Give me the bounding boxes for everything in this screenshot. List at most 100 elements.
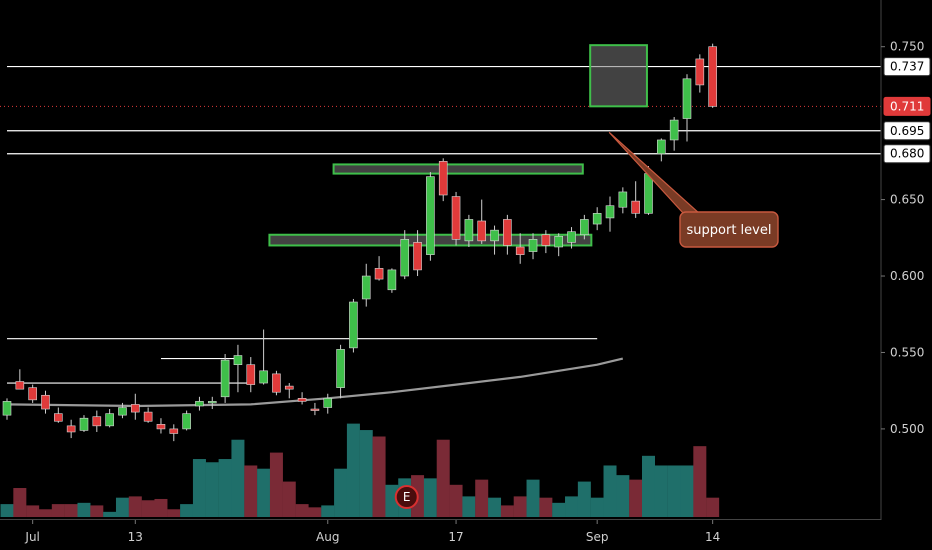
candle-body [567,231,576,243]
volume-bar [13,488,27,517]
candle-body [349,301,358,349]
candle-body [272,373,281,393]
volume-bar [334,468,348,517]
volume-bar [269,452,283,517]
volume-bar [372,436,386,517]
volume-bar [526,479,540,517]
price-tag-label: 0.711 [890,99,924,113]
volume-bar [603,465,617,517]
volume-bar [539,497,553,517]
candle-body [41,394,50,410]
candle-body [400,239,410,277]
candle-body [580,219,589,236]
candle-body [592,213,602,225]
candle-body [220,359,230,398]
volume-bar [103,511,117,517]
y-tick-label: 0.500 [890,422,924,436]
volume-bar [218,459,232,517]
candle-body [336,349,345,388]
volume-bar [693,446,707,517]
candle-body [426,176,435,255]
candle-body [528,239,538,252]
volume-bar [500,505,514,517]
annotation-text: support level [687,223,772,238]
volume-bar [244,465,258,517]
volume-bar [359,430,373,517]
volume-bar [449,484,463,517]
candle-body [310,408,320,411]
candle-body [323,398,333,408]
candle-body [66,425,76,433]
candle-body [669,119,679,141]
candle-body [464,219,474,242]
volume-layer [0,423,720,517]
candle-body [515,246,525,255]
candle-body [387,269,397,291]
candle-body [182,413,191,430]
volume-bar [231,439,245,517]
volume-bar [51,504,65,517]
candle-body [413,242,422,271]
volume-bar [385,484,399,517]
volume-bar [565,496,579,517]
volume-bar [488,497,502,517]
volume-bar [513,496,527,517]
moving-average-layer [6,357,624,408]
candle-body [284,385,294,390]
annotation-box[interactable] [679,211,779,248]
candle-body [503,219,512,246]
volume-bar [462,496,476,517]
price-tag-label: 0.680 [890,147,924,161]
volume-bar [192,459,206,517]
candles-layer [2,43,717,442]
candle-body [631,200,640,214]
candle-body [233,355,243,365]
candle-body [79,417,89,431]
volume-bar [308,507,322,517]
candle-body [54,413,63,422]
volume-bar [295,504,309,517]
volume-bar [205,462,219,517]
candle-body [2,401,12,416]
volume-bar [346,423,360,517]
x-tick-label: 13 [128,530,143,544]
volume-bar [141,500,155,517]
candle-body [682,78,692,119]
volume-bar [577,481,591,517]
resistance-box [589,44,648,108]
candle-body [15,381,25,390]
earnings-marker-label: E [403,490,411,504]
volume-bar [706,497,720,517]
current-price-tag [883,96,931,116]
volume-bar [475,479,489,517]
volume-bar [680,465,694,517]
level-price-tag [883,121,931,141]
candle-body [618,191,628,208]
x-tick-label: 14 [705,530,720,544]
price-tag-label: 0.695 [890,124,924,138]
candle-body [451,196,461,240]
x-tick-label: Jul [24,530,39,544]
volume-bar [423,478,437,517]
candle-body [708,46,717,107]
candle-body [477,220,487,242]
volume-bar [436,439,450,517]
y-tick-label: 0.550 [890,345,924,359]
candle-body [657,139,666,155]
volume-bar [180,504,194,517]
candle-body [195,401,204,407]
price-tag-label: 0.737 [890,60,924,74]
candle-body [374,268,384,280]
candle-body [605,205,615,219]
candle-body [246,364,256,385]
moving-average-line [6,357,624,408]
volume-bar [282,481,296,517]
volume-bar [26,505,40,517]
volume-bar [77,502,91,517]
range-zone [332,163,584,175]
candle-body [156,424,166,430]
volume-bar [590,497,604,517]
earnings-marker-icon[interactable] [394,485,419,509]
